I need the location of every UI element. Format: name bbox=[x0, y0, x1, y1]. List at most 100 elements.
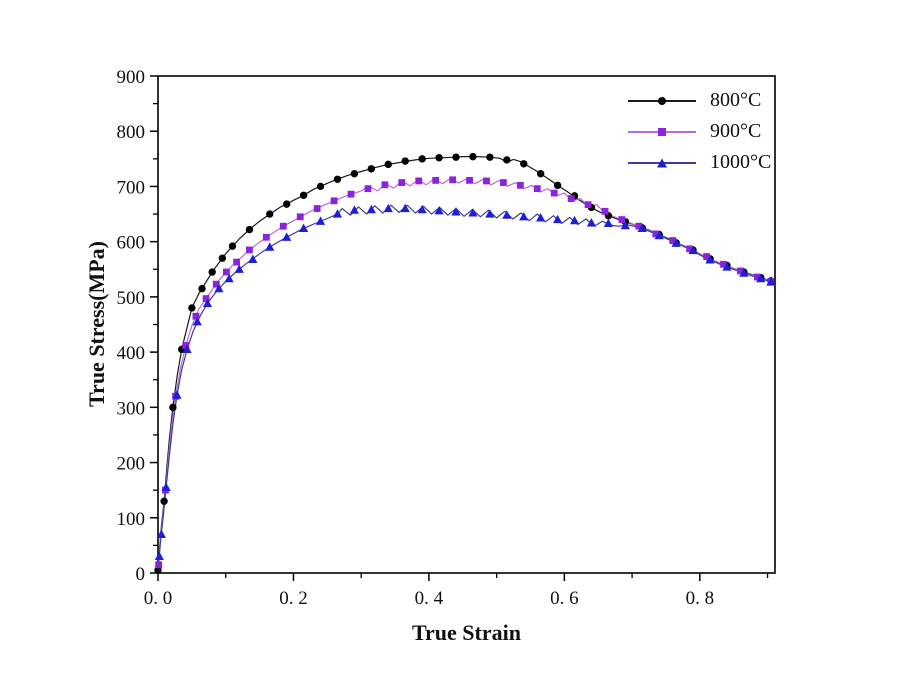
data-point-square bbox=[415, 177, 423, 185]
data-point-circle bbox=[367, 165, 376, 173]
legend-item-800c: 800°C bbox=[628, 85, 771, 116]
data-point-circle bbox=[503, 156, 511, 164]
data-point-triangle bbox=[265, 242, 275, 251]
data-point-circle bbox=[384, 160, 392, 169]
data-point-triangle bbox=[502, 210, 512, 219]
data-point-circle bbox=[218, 254, 227, 262]
circle-marker-icon bbox=[658, 96, 666, 105]
data-point-circle bbox=[188, 304, 196, 312]
data-point-circle bbox=[418, 155, 426, 163]
data-point-square bbox=[202, 295, 210, 302]
y-tick-label: 300 bbox=[117, 398, 146, 419]
data-point-square bbox=[601, 207, 609, 215]
data-point-square bbox=[449, 176, 457, 184]
data-point-circle bbox=[435, 154, 443, 162]
data-point-square bbox=[652, 230, 660, 238]
legend-label-1000c: 1000°C bbox=[710, 151, 772, 173]
data-point-triangle bbox=[202, 298, 213, 308]
data-point-square bbox=[347, 190, 355, 198]
data-point-circle bbox=[469, 152, 477, 161]
data-point-circle bbox=[350, 170, 359, 178]
data-point-circle bbox=[333, 175, 342, 183]
data-point-square bbox=[330, 197, 338, 205]
series-line-900C bbox=[157, 177, 773, 569]
triangle-marker-icon bbox=[657, 158, 667, 167]
data-point-square bbox=[313, 205, 321, 212]
data-point-triangle bbox=[349, 205, 360, 214]
data-point-square bbox=[182, 342, 190, 349]
data-point-triangle bbox=[569, 215, 580, 225]
data-point-triangle bbox=[400, 203, 410, 213]
data-point-square bbox=[381, 181, 389, 189]
data-point-square bbox=[364, 185, 372, 193]
data-point-circle bbox=[160, 497, 168, 505]
data-point-circle bbox=[486, 153, 494, 161]
data-point-triangle bbox=[603, 218, 613, 228]
legend-label-900c: 900°C bbox=[710, 120, 762, 142]
data-point-square bbox=[567, 195, 575, 202]
data-point-square bbox=[466, 176, 473, 184]
legend-item-1000c: 1000°C bbox=[628, 147, 771, 178]
x-tick-label: 0. 0 bbox=[144, 588, 173, 609]
x-tick-label: 0. 4 bbox=[415, 588, 444, 609]
legend-item-900c: 900°C bbox=[628, 116, 771, 147]
y-tick-label: 600 bbox=[117, 233, 146, 254]
legend-line-900c bbox=[628, 127, 696, 136]
data-point-square bbox=[516, 181, 524, 189]
data-point-triangle bbox=[366, 204, 376, 214]
data-point-triangle bbox=[552, 214, 563, 224]
data-point-square bbox=[753, 273, 761, 281]
data-point-square bbox=[686, 245, 694, 253]
y-tick-label: 700 bbox=[117, 177, 146, 198]
data-point-triangle bbox=[172, 390, 182, 399]
data-point-triangle bbox=[586, 218, 597, 227]
data-point-triangle bbox=[248, 254, 258, 263]
data-point-triangle bbox=[182, 344, 192, 353]
data-point-square bbox=[500, 179, 507, 186]
data-point-square bbox=[703, 253, 710, 260]
data-point-circle bbox=[228, 242, 237, 250]
data-point-triangle bbox=[332, 209, 343, 218]
data-point-square bbox=[584, 201, 592, 209]
data-point-triangle bbox=[485, 209, 495, 218]
data-point-triangle bbox=[654, 230, 664, 240]
data-point-square bbox=[635, 222, 643, 230]
data-point-circle bbox=[553, 181, 562, 190]
data-point-square bbox=[720, 260, 727, 268]
data-point-triangle bbox=[688, 245, 698, 255]
y-tick-label: 500 bbox=[117, 288, 146, 309]
data-point-circle bbox=[401, 157, 409, 165]
data-point-square bbox=[398, 179, 406, 186]
data-point-triangle bbox=[234, 264, 244, 273]
data-point-triangle bbox=[756, 273, 766, 283]
data-point-square bbox=[432, 176, 440, 184]
y-tick-label: 400 bbox=[117, 343, 146, 364]
data-point-triangle bbox=[417, 204, 427, 214]
data-point-triangle bbox=[722, 262, 732, 271]
data-point-triangle bbox=[451, 207, 461, 216]
data-point-triangle bbox=[192, 316, 202, 326]
data-point-triangle bbox=[161, 482, 171, 492]
data-point-triangle bbox=[434, 205, 444, 215]
data-point-triangle bbox=[315, 216, 326, 225]
x-tick-label: 0. 6 bbox=[550, 588, 579, 609]
x-axis-title: True Strain bbox=[412, 620, 521, 645]
data-point-circle bbox=[169, 403, 177, 412]
y-tick-label: 200 bbox=[117, 454, 146, 475]
data-point-triangle bbox=[468, 208, 478, 217]
legend-label-800c: 800°C bbox=[710, 89, 762, 111]
data-point-circle bbox=[282, 200, 291, 208]
square-marker-icon bbox=[658, 127, 666, 136]
y-axis-title: True Stress(MPa) bbox=[84, 241, 109, 407]
data-point-triangle bbox=[154, 551, 164, 561]
data-point-circle bbox=[208, 268, 216, 276]
x-tick-label: 0. 2 bbox=[279, 588, 308, 609]
legend: 800°C 900°C 1000°C bbox=[628, 85, 771, 178]
data-point-triangle bbox=[282, 232, 292, 241]
data-point-triangle bbox=[671, 238, 681, 247]
data-point-square bbox=[669, 237, 677, 244]
data-point-triangle bbox=[156, 529, 166, 538]
data-point-circle bbox=[520, 160, 528, 168]
